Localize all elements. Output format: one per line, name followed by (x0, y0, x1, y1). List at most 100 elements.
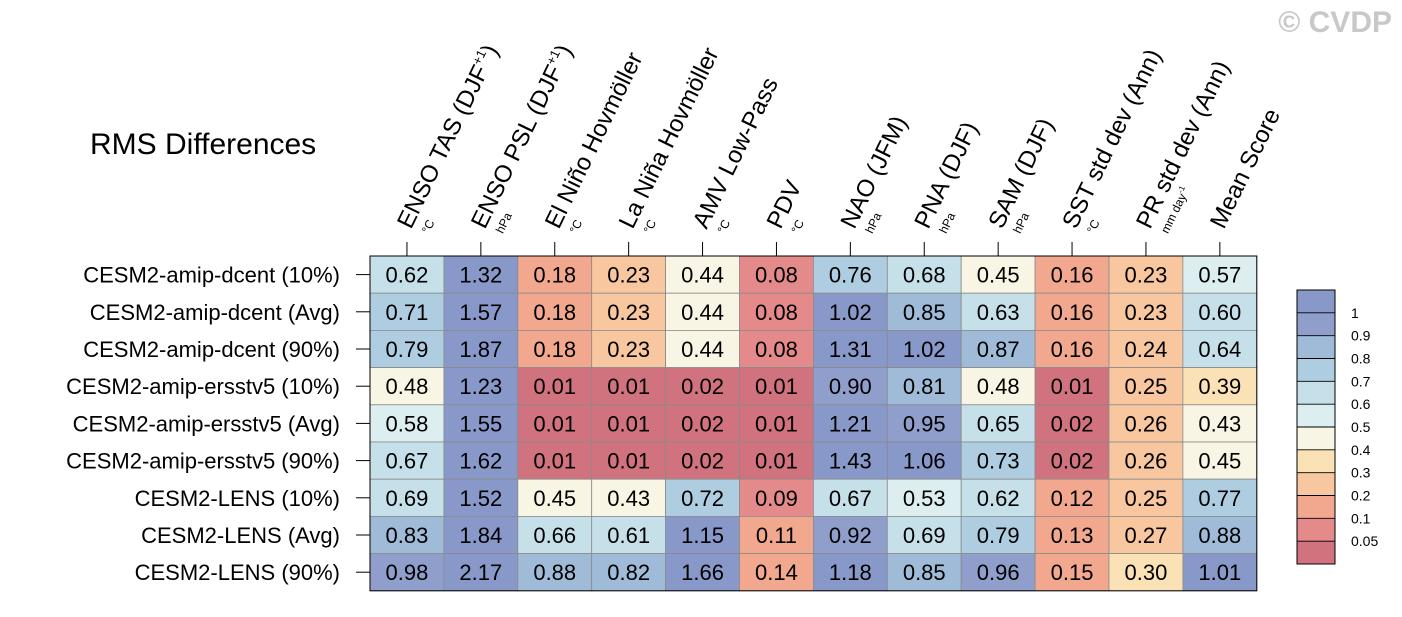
legend-swatch (1297, 358, 1335, 382)
heatmap-cell (1108, 329, 1184, 368)
cell-value: 0.44 (681, 263, 724, 288)
cell-value: 0.44 (681, 300, 724, 325)
cell-value: 0.16 (1051, 300, 1094, 325)
heatmap-cell (739, 404, 814, 443)
cell-value: 0.23 (607, 300, 650, 325)
cell-value: 0.44 (681, 337, 724, 362)
legend-label: 0.1 (1351, 510, 1371, 526)
legend-swatch (1297, 495, 1335, 519)
cell-value: 1.15 (681, 523, 724, 548)
legend-label: 0.7 (1351, 373, 1371, 389)
row-label: CESM2-amip-ersstv5 (90%) (66, 449, 340, 474)
cell-value: 0.61 (607, 523, 650, 548)
column-unit: °C (1084, 217, 1103, 236)
cell-value: 0.01 (755, 449, 798, 474)
heatmap-cell (369, 292, 445, 331)
cell-value: 0.23 (607, 263, 650, 288)
cell-value: 1.06 (903, 449, 946, 474)
cell-value: 0.77 (1198, 486, 1241, 511)
row-label: CESM2-amip-dcent (10%) (83, 263, 340, 288)
heatmap-cell (739, 367, 814, 406)
legend-label: 0.2 (1351, 488, 1371, 504)
cell-value: 0.92 (829, 523, 872, 548)
heatmap-cell (813, 478, 888, 517)
cell-value: 0.79 (977, 523, 1020, 548)
heatmap-cell (591, 367, 667, 406)
row-label: CESM2-LENS (Avg) (141, 523, 340, 548)
cell-value: 0.67 (829, 486, 872, 511)
heatmap-cell (960, 367, 1036, 406)
legend-label: 0.9 (1351, 328, 1371, 344)
cell-value: 0.58 (386, 411, 429, 436)
cell-value: 1.18 (829, 560, 872, 585)
heatmap-cell (517, 553, 593, 592)
heatmap-cell (517, 441, 593, 480)
heatmap-cell (1034, 553, 1110, 592)
heatmap-cell (886, 441, 962, 480)
row-label: CESM2-amip-dcent (Avg) (90, 300, 340, 325)
cell-value: 0.98 (386, 560, 429, 585)
heatmap-cell (369, 404, 445, 443)
cell-value: 0.08 (755, 300, 798, 325)
cell-value: 0.45 (977, 263, 1020, 288)
heatmap-cell (960, 329, 1036, 368)
cell-value: 0.90 (829, 374, 872, 399)
cell-value: 0.24 (1125, 337, 1168, 362)
cvdp-watermark: © CVDP (1278, 6, 1392, 39)
heatmap-cell (1182, 329, 1258, 368)
cell-value: 0.69 (903, 523, 946, 548)
heatmap-cell (1182, 516, 1258, 555)
cell-value: 0.18 (533, 263, 576, 288)
cell-value: 0.43 (607, 486, 650, 511)
cell-value: 0.45 (1198, 449, 1241, 474)
cell-value: 0.02 (681, 411, 724, 436)
heatmap-cell (1182, 255, 1258, 294)
row-label: CESM2-amip-ersstv5 (10%) (66, 374, 340, 399)
cell-value: 0.45 (533, 486, 576, 511)
column-unit: °C (567, 217, 586, 236)
cell-value: 1.01 (1198, 560, 1241, 585)
legend-swatch (1297, 449, 1335, 473)
heatmap-cell (517, 329, 593, 368)
legend-label: 0.3 (1351, 465, 1371, 481)
heatmap-cell (591, 441, 667, 480)
cell-value: 1.21 (829, 411, 872, 436)
heatmap-cell (443, 478, 519, 517)
cell-value: 0.83 (386, 523, 429, 548)
cell-value: 0.87 (977, 337, 1020, 362)
cell-value: 0.26 (1125, 411, 1168, 436)
legend-swatch (1297, 541, 1335, 564)
cell-value: 0.81 (903, 374, 946, 399)
cell-value: 1.52 (459, 486, 502, 511)
column-unit: °C (641, 217, 660, 236)
legend-swatch (1297, 427, 1335, 450)
cell-value: 0.02 (681, 374, 724, 399)
heatmap-cell (739, 441, 814, 480)
heatmap-cell (665, 404, 740, 443)
cell-value: 0.88 (533, 560, 576, 585)
heatmap-cell (960, 516, 1036, 555)
row-label: CESM2-LENS (90%) (135, 560, 340, 585)
chart-title: RMS Differences (90, 128, 317, 161)
cell-value: 0.53 (903, 486, 946, 511)
cell-value: 0.57 (1198, 263, 1241, 288)
heatmap-cell (517, 478, 593, 517)
cell-value: 0.09 (755, 486, 798, 511)
cell-value: 1.66 (681, 560, 724, 585)
heatmap-cell (665, 367, 740, 406)
cell-value: 0.01 (607, 411, 650, 436)
heatmap-cell (591, 478, 667, 517)
cell-value: 0.23 (607, 337, 650, 362)
heatmap-cell (591, 329, 667, 368)
cell-value: 1.32 (459, 263, 502, 288)
heatmap-cell (813, 329, 888, 368)
heatmap-cell (517, 404, 593, 443)
cell-value: 0.79 (386, 337, 429, 362)
heatmap-cell (1108, 292, 1184, 331)
cell-value: 0.30 (1125, 560, 1168, 585)
heatmap-cell (1182, 478, 1258, 517)
legend-swatch (1297, 312, 1335, 336)
cell-value: 0.23 (1125, 300, 1168, 325)
